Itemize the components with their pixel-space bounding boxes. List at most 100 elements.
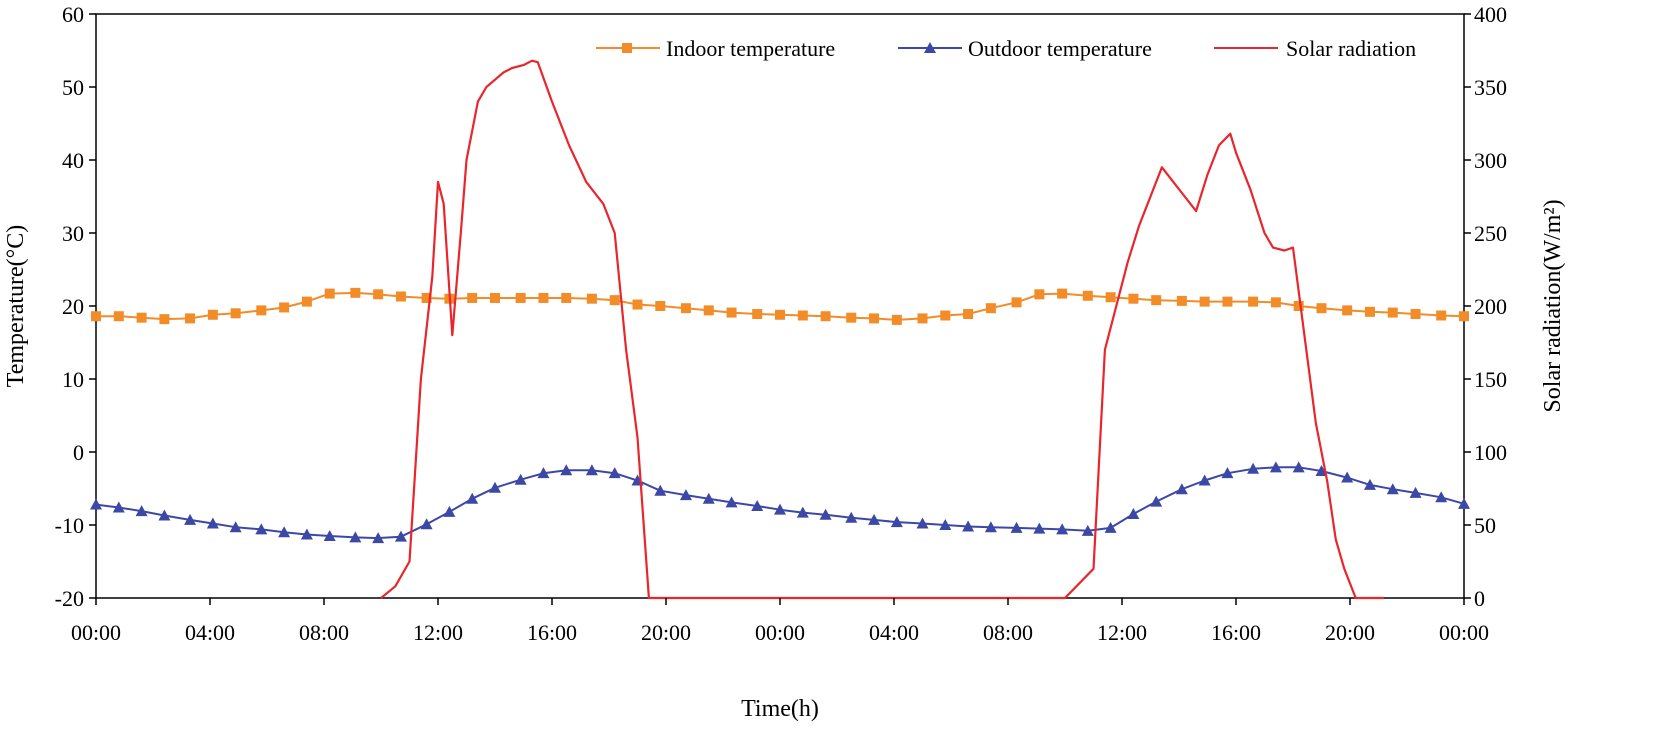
- indoor-temperature-point: [1057, 288, 1068, 299]
- outdoor-temperature-point: [206, 517, 219, 529]
- x-tick-label: 00:00: [1439, 620, 1489, 645]
- indoor-temperature-point: [1151, 295, 1162, 306]
- x-tick-label: 00:00: [71, 620, 121, 645]
- indoor-temperature-point: [490, 292, 500, 303]
- indoor-temperature-point: [846, 312, 857, 323]
- legend-outdoor-marker: [924, 42, 936, 53]
- indoor-temperature-point: [797, 310, 808, 321]
- outdoor-temperature-point: [135, 505, 148, 517]
- legend-indoor-label: Indoor temperature: [666, 36, 835, 61]
- y-left-tick-label: -10: [55, 513, 84, 538]
- indoor-temperature-point: [1410, 309, 1421, 320]
- outdoor-temperature-point: [702, 492, 715, 504]
- y-right-tick-label: 200: [1474, 294, 1507, 319]
- indoor-temperature-point: [1082, 290, 1093, 301]
- indoor-temperature-point: [891, 314, 902, 325]
- indoor-temperature-point: [301, 296, 312, 307]
- indoor-temperature-point: [230, 308, 241, 319]
- y-right-tick-label: 400: [1474, 2, 1507, 27]
- indoor-temperature-point: [91, 311, 101, 322]
- y-right-tick-label: 150: [1474, 367, 1507, 392]
- outdoor-temperature-point: [1127, 508, 1140, 520]
- solar-radiation-line: [380, 59, 1385, 600]
- indoor-temperature-point: [1176, 295, 1187, 306]
- outdoor-temperature-point: [1081, 524, 1094, 536]
- indoor-temperature-point: [1199, 296, 1210, 307]
- legend-item-indoor: Indoor temperature: [596, 36, 835, 61]
- legend: Indoor temperature Outdoor temperature S…: [596, 36, 1416, 61]
- indoor-temperature-point: [1011, 297, 1022, 308]
- indoor-temperature-point: [1387, 307, 1398, 318]
- indoor-temperature-point: [1459, 311, 1469, 322]
- outdoor-temperature-point: [1033, 522, 1046, 534]
- y-left-tick-label: 20: [62, 294, 84, 319]
- outdoor-temperature-point: [1150, 495, 1163, 507]
- outdoor-temperature-point: [1386, 483, 1399, 495]
- outdoor-temperature-point: [1056, 523, 1069, 535]
- outdoor-temperature-point: [585, 464, 598, 476]
- indoor-temperature-point: [467, 292, 478, 303]
- outdoor-temperature-point: [819, 508, 832, 520]
- indoor-temperature-point: [395, 291, 406, 302]
- outdoor-temperature-point: [420, 518, 433, 530]
- indoor-temperature-point: [136, 312, 147, 323]
- outdoor-temperature-point: [443, 505, 456, 517]
- indoor-temperature-point: [655, 301, 666, 311]
- indoor-temperature-point: [1105, 292, 1116, 303]
- indoor-temperature-point: [256, 305, 267, 316]
- outdoor-temperature-point: [112, 501, 125, 513]
- outdoor-temperature-point: [962, 520, 975, 532]
- outdoor-temperature-point: [608, 467, 621, 479]
- indoor-temperature-point: [207, 309, 218, 320]
- x-axis-title: Time(h): [741, 696, 819, 722]
- indoor-temperature-point: [586, 293, 597, 304]
- indoor-temperature-point: [1034, 289, 1045, 300]
- indoor-temperature-point: [869, 313, 880, 324]
- indoor-temperature-point: [185, 313, 196, 324]
- outdoor-temperature-point: [1363, 478, 1376, 490]
- indoor-temperature-point: [1222, 296, 1233, 307]
- outdoor-temperature-point: [725, 496, 738, 508]
- y-right-tick-label: 0: [1474, 586, 1485, 611]
- x-tick-label: 20:00: [641, 620, 691, 645]
- indoor-temperature-point: [1293, 301, 1304, 311]
- outdoor-temperature-point: [229, 521, 242, 533]
- legend-outdoor-label: Outdoor temperature: [968, 36, 1152, 61]
- y-right-tick-label: 250: [1474, 221, 1507, 246]
- legend-indoor-marker: [622, 43, 632, 53]
- indoor-temperature-point: [515, 292, 526, 303]
- x-tick-label: 04:00: [869, 620, 919, 645]
- x-tick-label: 16:00: [1211, 620, 1261, 645]
- y-left-tick-label: -20: [55, 586, 84, 611]
- y-left-tick-label: 50: [62, 75, 84, 100]
- y-left-tick-label: 60: [62, 2, 84, 27]
- indoor-temperature-point: [917, 313, 928, 324]
- series-layer: [90, 59, 1470, 600]
- outdoor-temperature-point: [537, 467, 550, 479]
- x-tick-label: 20:00: [1325, 620, 1375, 645]
- outdoor-temperature-point: [466, 492, 479, 504]
- outdoor-temperature-point: [984, 521, 997, 533]
- outdoor-temperature-point: [1198, 474, 1211, 486]
- indoor-temperature-point: [1248, 296, 1259, 307]
- outdoor-temperature-point: [916, 517, 929, 529]
- x-tick-label: 08:00: [299, 620, 349, 645]
- indoor-temperature-point: [561, 292, 572, 303]
- outdoor-temperature-point: [1409, 486, 1422, 498]
- outdoor-temperature-point: [1458, 497, 1470, 509]
- indoor-temperature-point: [1364, 306, 1375, 317]
- outdoor-temperature-point: [1010, 521, 1023, 533]
- outdoor-temperature-line: [95, 466, 1465, 540]
- outdoor-temperature-point: [1104, 521, 1117, 533]
- y-right-tick-label: 100: [1474, 440, 1507, 465]
- indoor-temperature-point: [324, 288, 335, 299]
- indoor-temperature-point: [538, 292, 549, 303]
- y-left-tick-label: 0: [73, 440, 84, 465]
- indoor-temperature-point: [350, 287, 361, 298]
- legend-item-outdoor: Outdoor temperature: [898, 36, 1152, 61]
- outdoor-temperature-point: [1247, 462, 1260, 474]
- y-right-tick-label: 350: [1474, 75, 1507, 100]
- outdoor-temperature-point: [774, 503, 786, 515]
- indoor-temperature-point: [985, 303, 996, 314]
- outdoor-temperature-point: [654, 484, 667, 496]
